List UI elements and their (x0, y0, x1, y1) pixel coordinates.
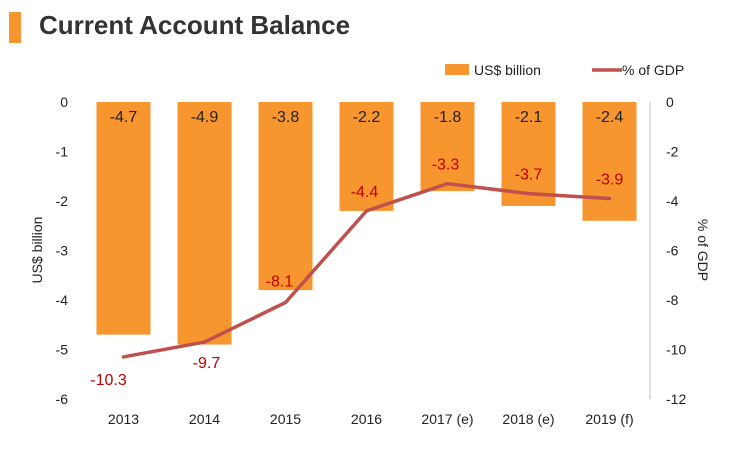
line-data-label: -3.7 (515, 167, 543, 184)
y-tick-label: -1 (56, 144, 69, 160)
bar-data-label: -2.4 (596, 109, 624, 126)
bar-data-label: -2.2 (353, 109, 381, 126)
y2-tick-label: -2 (666, 144, 679, 160)
bar-data-label: -3.8 (272, 109, 300, 126)
y-tick-label: -3 (56, 243, 69, 259)
line-data-label: -8.1 (266, 273, 294, 290)
y-tick-label: -4 (56, 292, 69, 308)
chart-title: Current Account Balance (39, 10, 351, 40)
bar-data-label: -2.1 (515, 109, 543, 126)
y2-tick-label: -12 (666, 391, 686, 407)
bar (501, 102, 556, 206)
x-tick-label: 2017 (e) (421, 411, 473, 427)
line-data-label: -4.4 (351, 184, 379, 201)
bar-data-label: -4.9 (191, 109, 219, 126)
y-tick-label: 0 (60, 94, 68, 110)
x-tick-label: 2019 (f) (585, 411, 633, 427)
line-data-label: -3.3 (432, 157, 460, 174)
bar (258, 102, 313, 291)
y-axis-title: US$ billion (29, 217, 45, 284)
y2-tick-label: -8 (666, 292, 679, 308)
x-tick-label: 2016 (351, 411, 382, 427)
legend-swatch-bar (445, 64, 469, 75)
y-tick-label: -2 (56, 193, 69, 209)
bar (177, 102, 232, 345)
series-line-gdp (121, 181, 612, 359)
x-tick-label: 2015 (270, 411, 301, 427)
y-tick-label: -6 (56, 391, 69, 407)
bar-data-label: -4.7 (110, 109, 138, 126)
x-tick-label: 2014 (189, 411, 220, 427)
bar (420, 102, 475, 192)
bar (582, 102, 637, 221)
bar-data-label: -1.8 (434, 109, 462, 126)
bar (96, 102, 151, 335)
y2-tick-label: -4 (666, 193, 679, 209)
y2-tick-label: -10 (666, 342, 686, 358)
legend-label-line: % of GDP (622, 62, 684, 78)
line-data-label: -9.7 (193, 355, 221, 372)
line-data-label: -10.3 (90, 372, 127, 389)
title-accent-bar (9, 12, 21, 43)
y2-tick-label: -6 (666, 243, 679, 259)
bar (339, 102, 394, 211)
line-data-label: -3.9 (596, 172, 624, 189)
x-tick-label: 2013 (108, 411, 139, 427)
y-tick-label: -5 (56, 342, 69, 358)
y2-axis-title: % of GDP (695, 219, 711, 281)
x-tick-label: 2018 (e) (502, 411, 554, 427)
legend-label-bar: US$ billion (474, 62, 541, 78)
y2-tick-label: 0 (666, 94, 674, 110)
